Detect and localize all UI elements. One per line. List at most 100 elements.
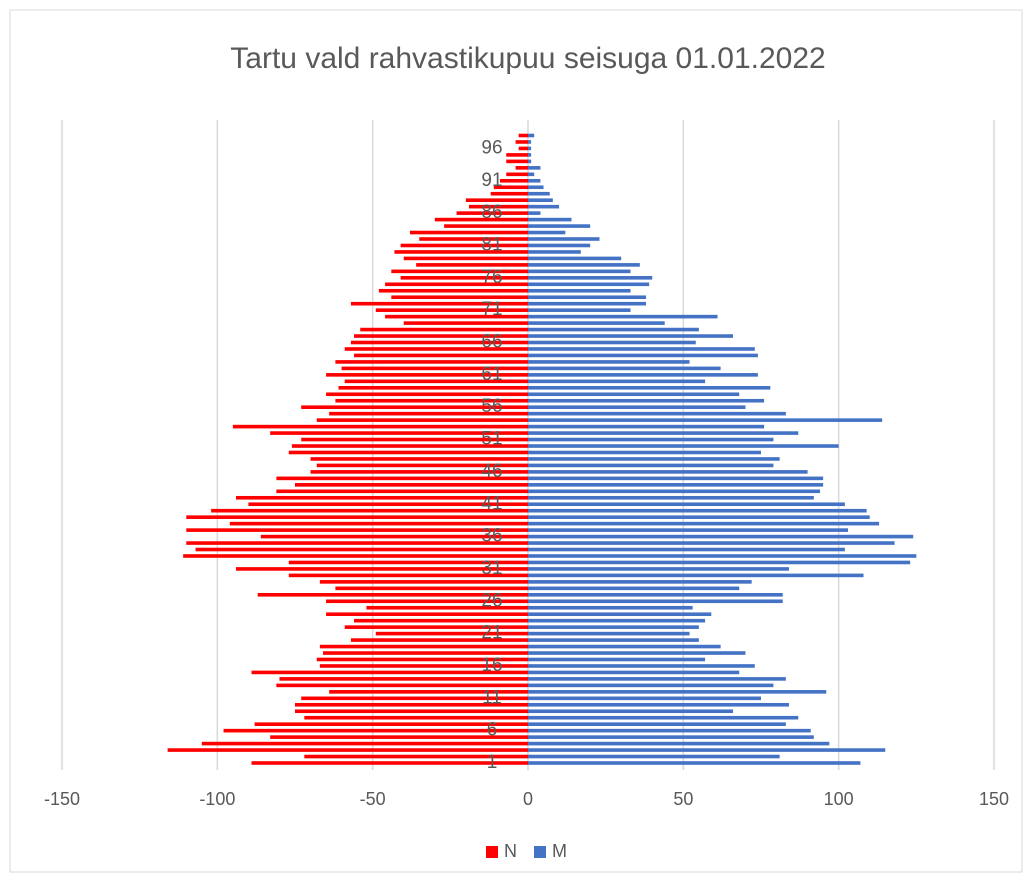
bar — [400, 276, 528, 280]
bar — [335, 398, 528, 403]
bar — [301, 405, 528, 410]
bar — [304, 715, 528, 720]
bar — [229, 521, 528, 526]
y-tick-label: 51 — [481, 429, 502, 450]
bar — [528, 263, 640, 267]
bar — [506, 159, 528, 164]
bar — [366, 605, 528, 610]
bar — [528, 754, 780, 759]
bar — [518, 133, 528, 138]
bar — [528, 224, 591, 228]
bar — [528, 256, 622, 261]
bar — [416, 263, 528, 267]
bar — [528, 489, 821, 494]
bar — [528, 398, 765, 403]
bar — [456, 211, 528, 215]
bar — [310, 470, 528, 474]
bar — [235, 495, 528, 500]
legend-swatch — [486, 846, 498, 858]
bar — [528, 250, 581, 254]
y-tick-label: 91 — [481, 170, 502, 191]
y-tick-label: 16 — [481, 655, 502, 676]
x-tick-label: -100 — [199, 789, 235, 809]
bar — [528, 418, 883, 422]
bar — [434, 217, 528, 222]
bar — [528, 243, 591, 248]
bar — [288, 450, 528, 455]
bar — [528, 625, 699, 629]
bar — [528, 198, 553, 202]
bar — [528, 314, 718, 319]
bar — [316, 418, 528, 422]
bar — [528, 618, 706, 623]
bar — [468, 204, 528, 209]
bar — [528, 373, 758, 377]
bar — [528, 599, 783, 604]
bar — [528, 547, 845, 552]
y-tick-label: 81 — [481, 234, 502, 255]
bar — [295, 702, 528, 707]
bar — [276, 683, 528, 688]
bar — [276, 489, 528, 494]
bar — [528, 385, 771, 390]
chart-title: Tartu vald rahvastikupuu seisuga 01.01.2… — [230, 42, 825, 75]
bar — [528, 146, 532, 151]
bar — [528, 657, 706, 662]
bar — [301, 696, 528, 701]
bar — [409, 230, 528, 235]
bar — [528, 450, 761, 455]
bar — [329, 411, 528, 416]
y-tick-label: 26 — [481, 590, 502, 611]
bar — [528, 605, 693, 610]
bar — [528, 748, 886, 752]
x-tick-label: 0 — [523, 789, 533, 809]
bar — [528, 631, 690, 636]
bar — [385, 282, 528, 287]
bar — [528, 334, 734, 338]
bar — [528, 295, 647, 300]
bar — [528, 166, 541, 170]
y-tick-label: 6 — [487, 720, 498, 741]
bar — [500, 178, 528, 183]
bar — [528, 638, 699, 642]
bar — [528, 204, 560, 209]
bar — [528, 670, 740, 675]
bar — [195, 547, 528, 552]
bar — [506, 153, 528, 157]
bar — [518, 146, 528, 151]
bar — [528, 715, 799, 720]
y-tick-label: 71 — [481, 299, 502, 320]
bar — [232, 424, 528, 429]
bar — [528, 237, 600, 241]
bar — [528, 586, 740, 591]
x-tick-label: -150 — [44, 789, 80, 809]
y-tick-label: 61 — [481, 364, 502, 385]
bar — [248, 502, 528, 507]
bar — [493, 185, 528, 190]
bar — [528, 321, 665, 325]
bar — [378, 288, 528, 293]
bar — [350, 638, 528, 642]
bar — [375, 631, 528, 636]
bar — [528, 191, 550, 196]
bar — [528, 534, 914, 539]
bar — [528, 133, 535, 138]
bar — [528, 366, 721, 371]
x-tick-label: 150 — [979, 789, 1009, 809]
bar — [288, 560, 528, 565]
bar — [419, 237, 528, 241]
bar — [528, 424, 765, 429]
bar — [528, 217, 572, 222]
bar — [186, 515, 528, 519]
bar — [528, 269, 631, 274]
bar — [322, 651, 528, 655]
bar — [528, 515, 870, 519]
bar — [257, 593, 528, 597]
bar — [186, 541, 528, 545]
bar — [316, 463, 528, 468]
bar — [326, 373, 528, 377]
y-tick-label: 56 — [481, 396, 502, 417]
bar — [528, 683, 774, 688]
bar — [528, 690, 827, 694]
bar — [528, 172, 535, 177]
